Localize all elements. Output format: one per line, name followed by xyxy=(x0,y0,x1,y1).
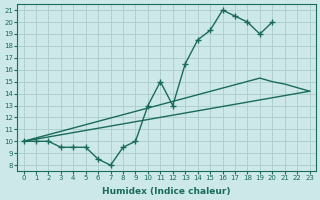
X-axis label: Humidex (Indice chaleur): Humidex (Indice chaleur) xyxy=(102,187,231,196)
